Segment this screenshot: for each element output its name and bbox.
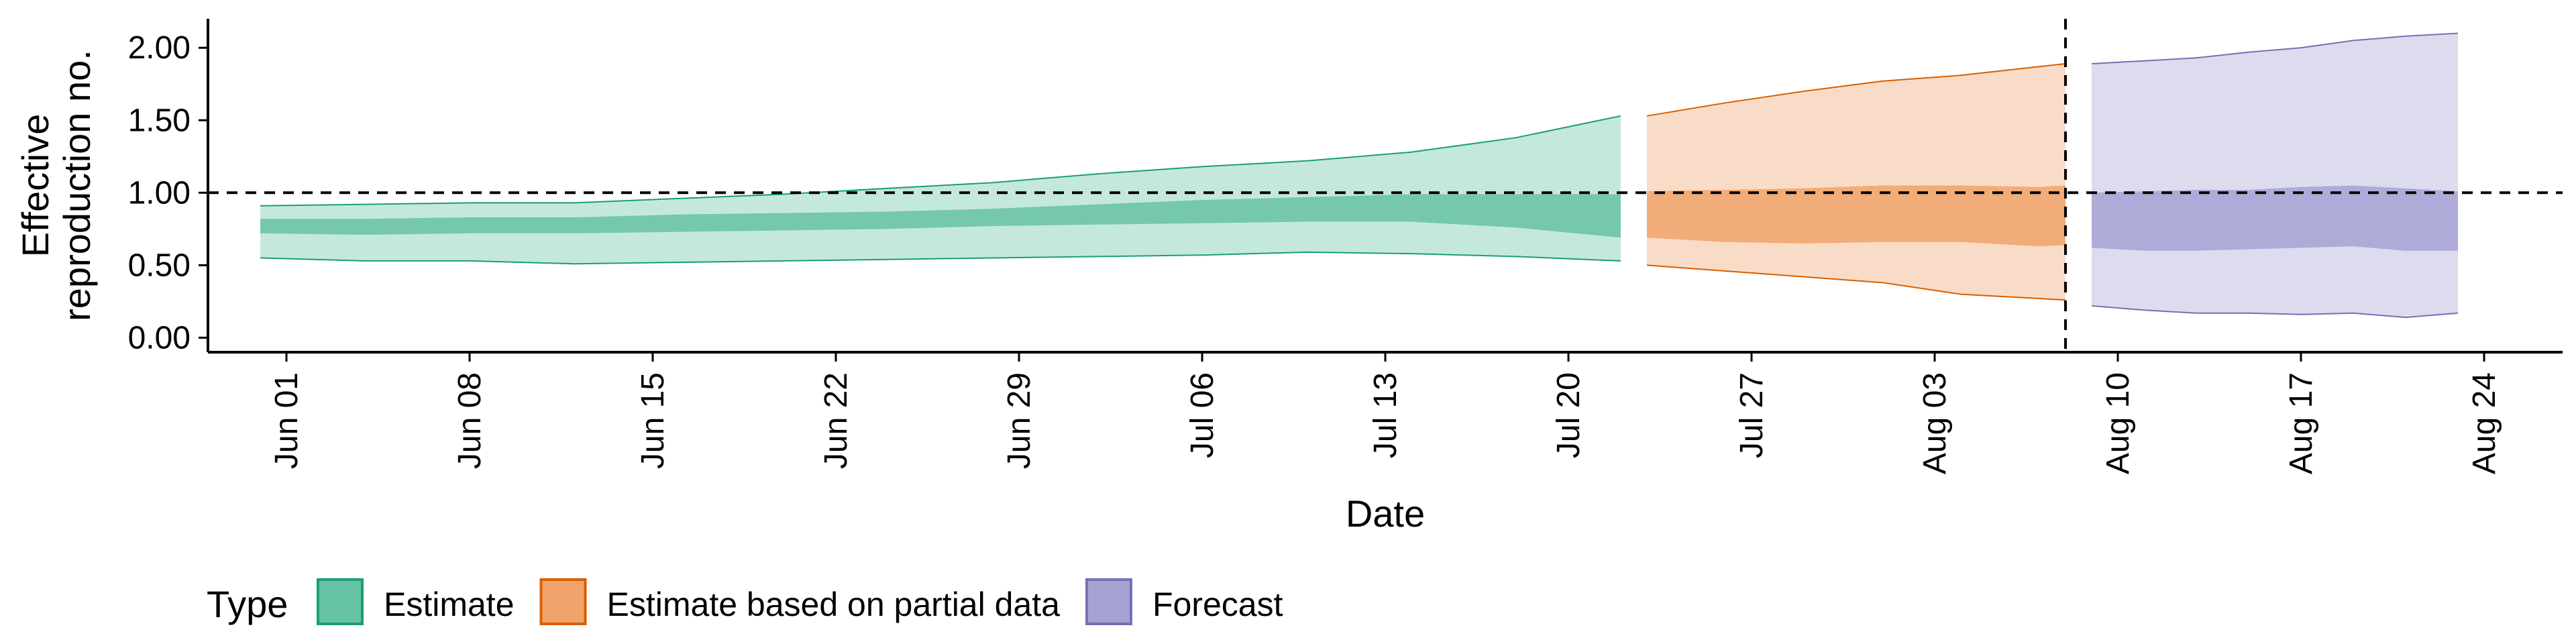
inner-interval-band	[1647, 185, 2065, 247]
series-2	[2091, 32, 2459, 319]
x-tick-label: Jul 13	[1368, 372, 1403, 458]
legend-label: Estimate based on partial data	[607, 586, 1061, 623]
legend-swatch	[1085, 578, 1132, 625]
legend-title: Type	[207, 583, 288, 625]
x-tick-label: Aug 24	[2467, 372, 2502, 474]
x-tick-label: Jun 01	[269, 372, 305, 469]
legend-item: Estimate	[317, 578, 515, 625]
axes: 0.00 0.50 1.00 1.50 2.00 Jun 01 Jun 08 Jun 15 Ju…	[128, 19, 2563, 474]
legend-label: Estimate	[384, 586, 515, 623]
y-tick-label: 0.50	[128, 248, 191, 283]
outer-interval-band	[260, 115, 1621, 264]
outer-lower-edge	[1646, 264, 2066, 301]
x-tick-label: Jul 06	[1185, 372, 1220, 458]
legend-swatch	[539, 578, 587, 625]
y-axis-title-line: reproduction no.	[56, 50, 98, 321]
x-tick-label: Aug 03	[1917, 372, 1953, 474]
outer-lower-edge	[260, 251, 1621, 265]
inner-interval-band	[2092, 185, 2458, 251]
legend-item: Estimate based on partial data	[539, 578, 1061, 625]
outer-interval-band	[1647, 64, 2065, 301]
legend-label: Forecast	[1152, 586, 1283, 623]
x-tick-label: Jul 27	[1734, 372, 1770, 458]
y-tick-label: 0.00	[128, 320, 191, 356]
uncertainty-bands	[260, 32, 2459, 319]
legend-swatch	[317, 578, 364, 625]
x-tick-label: Jun 08	[452, 372, 488, 469]
y-tick-label: 2.00	[128, 30, 191, 66]
x-tick-label: Jun 15	[635, 372, 671, 469]
x-tick-label: Jul 20	[1551, 372, 1587, 458]
x-axis-title: Date	[1346, 492, 1425, 535]
outer-interval-band	[2092, 33, 2458, 318]
inner-interval-band	[260, 194, 1621, 238]
y-tick-label: 1.50	[128, 103, 191, 138]
y-axis-title: Effective reproduction no.	[14, 50, 98, 321]
x-tick-label: Aug 17	[2284, 372, 2319, 474]
y-axis-title-line: Effective	[14, 114, 56, 258]
legend-item: Forecast	[1085, 578, 1283, 625]
outer-upper-edge	[260, 115, 1621, 207]
series-0	[260, 115, 1621, 265]
reference-lines	[208, 19, 2563, 352]
outer-upper-edge	[2091, 32, 2459, 64]
x-tick-label: Jun 29	[1002, 372, 1037, 469]
x-tick-label: Aug 10	[2100, 372, 2136, 474]
outer-upper-edge	[1646, 63, 2066, 117]
y-tick-label: 1.00	[128, 175, 191, 211]
outer-lower-edge	[2091, 305, 2459, 319]
x-tick-label: Jun 22	[818, 372, 854, 469]
series-1	[1646, 63, 2066, 301]
legend: Type Estimate Estimate based on partial da…	[207, 578, 1283, 625]
